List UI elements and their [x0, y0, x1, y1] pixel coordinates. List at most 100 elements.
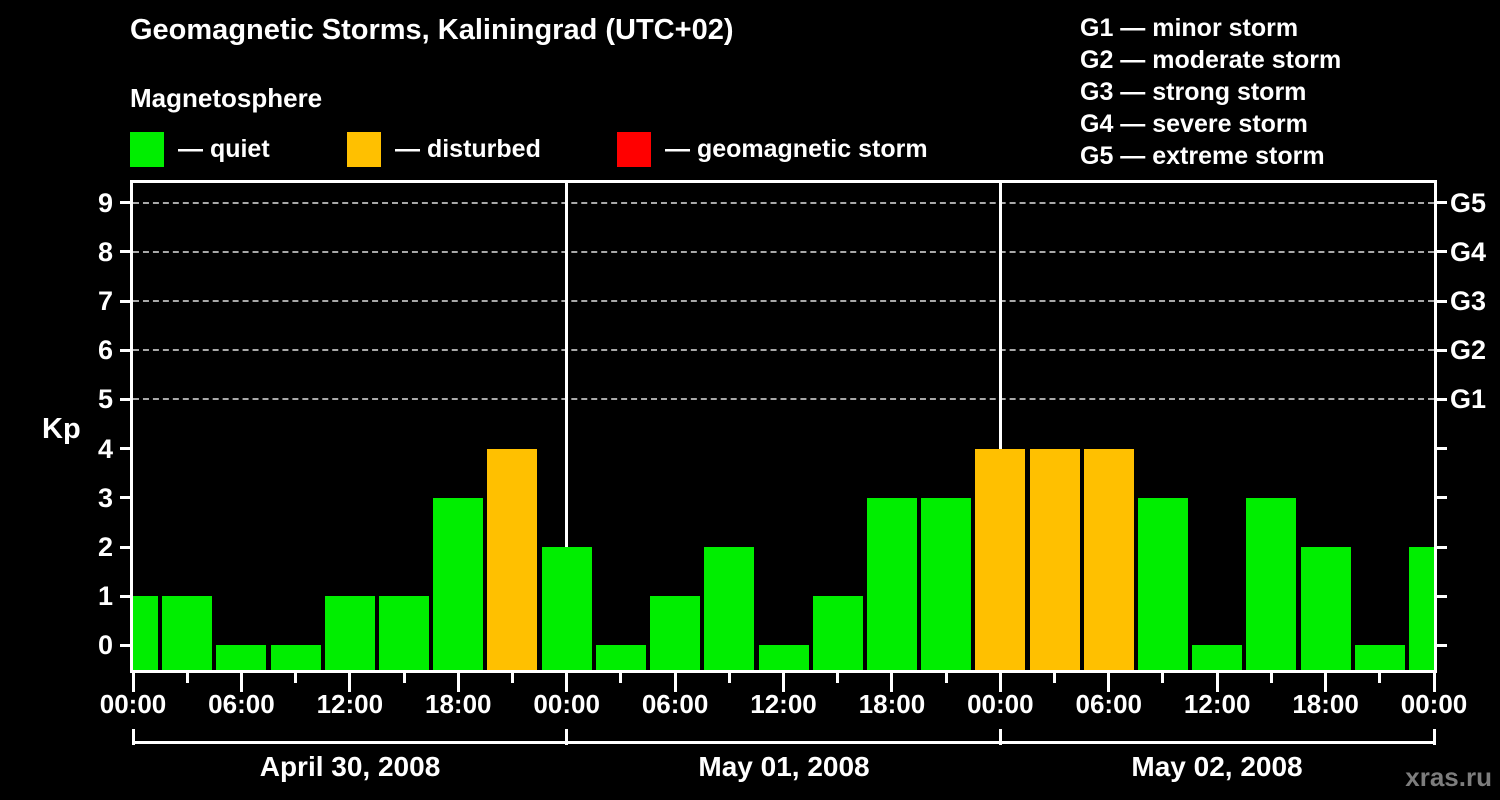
x-tick-label: 06:00	[208, 689, 275, 719]
x-axis-tick	[402, 670, 406, 683]
x-tick-label: 00:00	[1400, 689, 1468, 719]
y-axis-tick	[120, 643, 133, 647]
x-axis-tick	[1215, 670, 1219, 692]
kp-bar	[379, 596, 430, 670]
x-axis-tick	[836, 670, 840, 683]
kp-bar	[270, 645, 321, 670]
x-axis-tick	[1432, 670, 1436, 692]
kp-gridline	[133, 250, 1434, 253]
right-axis-tick	[1434, 348, 1447, 352]
g3-legend-line: G3 — strong storm	[1080, 78, 1307, 106]
x-axis-tick	[239, 670, 243, 692]
g5-legend-line: G5 — extreme storm	[1080, 142, 1325, 170]
kp-gridline	[133, 349, 1434, 352]
kp-bar	[704, 547, 755, 670]
right-axis-tick	[1434, 299, 1447, 303]
x-axis-tick	[782, 670, 785, 692]
kp-gridline	[133, 201, 1434, 204]
kp-bar	[324, 596, 375, 670]
date-bracket-tick	[565, 729, 569, 745]
disturbed-color-swatch	[347, 131, 381, 167]
kp-bar	[433, 497, 484, 670]
x-tick-label: 00:00	[533, 689, 600, 719]
date-label-day2: May 01, 2008	[698, 751, 870, 782]
x-tick-label: 06:00	[1075, 689, 1143, 719]
x-axis-tick	[1053, 670, 1057, 683]
kp-bar	[1300, 547, 1351, 670]
kp-bar	[1029, 448, 1080, 670]
kp-bar	[133, 596, 158, 670]
plot-area	[133, 183, 1434, 670]
x-tick-label: 06:00	[641, 689, 709, 719]
g-scale-label: G4	[1450, 236, 1487, 267]
x-axis-tick	[1161, 670, 1165, 683]
x-axis-tick	[1107, 670, 1111, 692]
right-axis-tick	[1434, 545, 1447, 549]
x-axis-tick	[131, 670, 135, 692]
legend-item-quiet: — quiet	[130, 131, 270, 167]
x-axis-tick	[185, 670, 189, 683]
kp-bar	[866, 497, 917, 670]
y-tick-label: 5	[97, 384, 113, 415]
x-tick-label: 12:00	[1183, 689, 1251, 719]
kp-bar	[1192, 645, 1243, 670]
g-scale-label: G1	[1450, 384, 1487, 415]
kp-bar	[975, 448, 1026, 670]
legend-item-storm: — geomagnetic storm	[617, 131, 928, 167]
day-separator-line	[998, 183, 1002, 449]
kp-bar	[541, 547, 592, 670]
y-tick-label: 7	[97, 286, 113, 317]
y-axis-tick	[120, 299, 133, 303]
y-axis-tick	[120, 496, 133, 500]
legend-label-storm: — geomagnetic storm	[665, 134, 928, 163]
kp-bar	[1246, 497, 1297, 670]
kp-bar	[595, 645, 646, 670]
x-axis-tick	[890, 670, 894, 692]
y-tick-label: 0	[97, 630, 113, 661]
y-tick-label: 2	[97, 532, 113, 563]
plot-annotations: 0 1 2 3 4 5 6 7 8 9 G1 G2 G3 G4 G5 00:00 06:00 12:00 18:00…	[98, 183, 1486, 745]
kp-bar	[487, 448, 538, 670]
y-axis-title: Kp	[42, 413, 81, 445]
x-axis-tick	[1324, 670, 1328, 692]
kp-bar	[1083, 448, 1134, 670]
x-tick-label: 12:00	[316, 689, 384, 719]
y-tick-label: 4	[97, 433, 113, 464]
y-axis-tick	[120, 348, 133, 352]
right-axis-tick	[1434, 643, 1447, 647]
x-tick-label: 00:00	[99, 689, 167, 719]
x-axis-tick	[348, 670, 352, 692]
x-tick-label: 12:00	[750, 689, 817, 719]
x-axis-tick	[727, 670, 731, 683]
date-bracket	[133, 741, 1435, 744]
y-axis-tick	[120, 447, 133, 451]
y-axis-tick	[120, 594, 133, 598]
right-axis-tick	[1434, 447, 1447, 451]
date-label-day3: May 02, 2008	[1131, 751, 1303, 782]
kp-bar	[812, 596, 863, 670]
x-tick-label: 00:00	[967, 689, 1034, 719]
x-axis-tick	[456, 670, 460, 692]
g-scale-label: G5	[1450, 187, 1487, 218]
g1-legend-line: G1 — minor storm	[1080, 14, 1299, 42]
kp-bar	[650, 596, 701, 670]
kp-bar	[216, 645, 267, 670]
x-tick-label: 18:00	[1292, 689, 1359, 719]
kp-gridline	[133, 398, 1434, 401]
x-tick-label: 18:00	[425, 689, 492, 719]
kp-bar	[1137, 497, 1188, 670]
y-tick-label: 9	[97, 187, 113, 218]
legend-item-disturbed: — disturbed	[347, 131, 541, 167]
x-axis-tick	[565, 670, 569, 692]
y-tick-label: 3	[97, 482, 113, 513]
x-axis-tick	[294, 670, 298, 683]
storm-color-swatch	[617, 131, 651, 167]
y-tick-label: 8	[97, 236, 113, 267]
legend-label-quiet: — quiet	[178, 134, 270, 163]
watermark: xras.ru	[1405, 762, 1492, 792]
kp-bar	[1409, 547, 1434, 670]
kp-bar	[758, 645, 809, 670]
y-tick-label: 1	[97, 581, 113, 612]
x-axis-tick	[510, 670, 514, 683]
kp-bar	[921, 497, 972, 670]
